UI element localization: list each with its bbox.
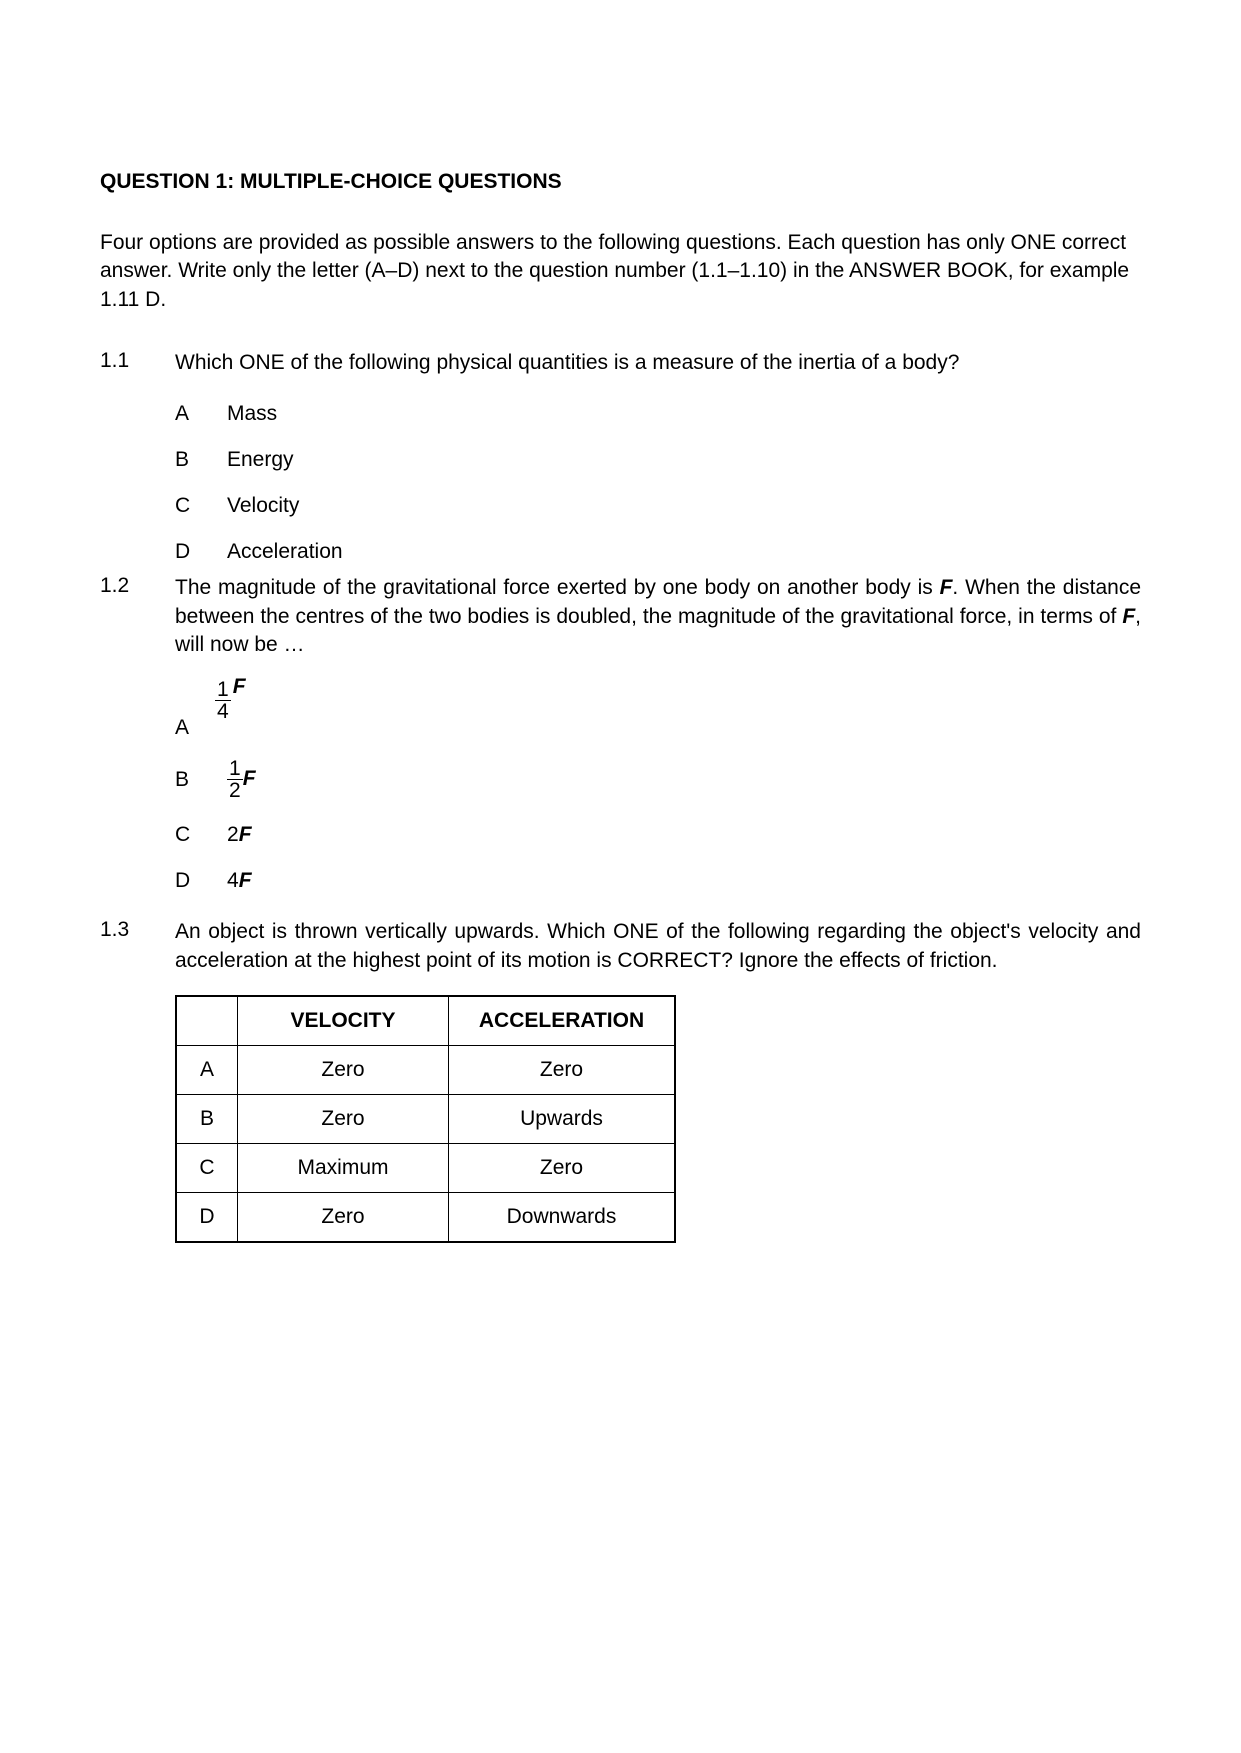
option-text: Energy	[227, 448, 1141, 472]
option-d: D 4F	[175, 869, 1141, 893]
row-letter: B	[176, 1095, 238, 1144]
row-acceleration: Upwards	[449, 1095, 676, 1144]
question-number: 1.2	[100, 574, 175, 659]
page: QUESTION 1: MULTIPLE-CHOICE QUESTIONS Fo…	[0, 0, 1241, 1343]
option-letter: B	[175, 448, 227, 472]
option-text: Mass	[227, 402, 1141, 426]
row-acceleration: Zero	[449, 1046, 676, 1095]
q12-options: 1 4 F A B 1 2 F C 2F D	[175, 679, 1141, 893]
option-c: C 2F	[175, 823, 1141, 847]
option-b: B 1 2 F	[175, 758, 1141, 801]
question-text: An object is thrown vertically upwards. …	[175, 918, 1141, 975]
question-heading: QUESTION 1: MULTIPLE-CHOICE QUESTIONS	[100, 170, 1141, 194]
fraction: 1 2	[227, 758, 243, 801]
option-text: Velocity	[227, 494, 1141, 518]
table-header-velocity: VELOCITY	[238, 996, 449, 1046]
force-symbol: F	[1122, 605, 1135, 628]
row-velocity: Zero	[238, 1193, 449, 1243]
table-header-blank	[176, 996, 238, 1046]
option-text: 1 2 F	[227, 758, 1141, 801]
option-letter: C	[175, 494, 227, 518]
q11-options: A Mass B Energy C Velocity D Acceleratio…	[175, 402, 1141, 564]
option-letter: C	[175, 823, 227, 847]
option-letter: A	[175, 402, 227, 426]
table-header-acceleration: ACCELERATION	[449, 996, 676, 1046]
row-acceleration: Downwards	[449, 1193, 676, 1243]
option-letter: B	[175, 768, 227, 792]
row-acceleration: Zero	[449, 1144, 676, 1193]
force-symbol: F	[239, 869, 252, 892]
fraction: 1 4	[215, 679, 231, 722]
question-text: Which ONE of the following physical quan…	[175, 349, 1141, 377]
intro-text: Four options are provided as possible an…	[100, 229, 1141, 314]
table-row: D Zero Downwards	[176, 1193, 675, 1243]
table-row: A Zero Zero	[176, 1046, 675, 1095]
option-text: 2F	[227, 823, 1141, 847]
option-a: A Mass	[175, 402, 1141, 426]
option-text: Acceleration	[227, 540, 1141, 564]
option-c: C Velocity	[175, 494, 1141, 518]
question-number: 1.1	[100, 349, 175, 377]
force-symbol: F	[233, 675, 246, 699]
row-letter: A	[176, 1046, 238, 1095]
table-row: C Maximum Zero	[176, 1144, 675, 1193]
row-letter: C	[176, 1144, 238, 1193]
force-symbol: F	[239, 823, 252, 846]
option-text: 4F	[227, 869, 1141, 893]
question-1-3: 1.3 An object is thrown vertically upwar…	[100, 918, 1141, 975]
option-b: B Energy	[175, 448, 1141, 472]
table-header-row: VELOCITY ACCELERATION	[176, 996, 675, 1046]
table-row: B Zero Upwards	[176, 1095, 675, 1144]
question-text: The magnitude of the gravitational force…	[175, 574, 1141, 659]
force-symbol: F	[940, 576, 953, 599]
row-velocity: Zero	[238, 1046, 449, 1095]
q13-table: VELOCITY ACCELERATION A Zero Zero B Zero…	[175, 995, 676, 1243]
option-letter: D	[175, 869, 227, 893]
row-letter: D	[176, 1193, 238, 1243]
option-d: D Acceleration	[175, 540, 1141, 564]
option-letter: D	[175, 540, 227, 564]
question-1-1: 1.1 Which ONE of the following physical …	[100, 349, 1141, 377]
option-a: 1 4 F A	[175, 679, 1141, 740]
force-symbol: F	[243, 767, 256, 790]
question-1-2: 1.2 The magnitude of the gravitational f…	[100, 574, 1141, 659]
option-letter: A	[175, 716, 1141, 740]
row-velocity: Maximum	[238, 1144, 449, 1193]
row-velocity: Zero	[238, 1095, 449, 1144]
question-number: 1.3	[100, 918, 175, 975]
